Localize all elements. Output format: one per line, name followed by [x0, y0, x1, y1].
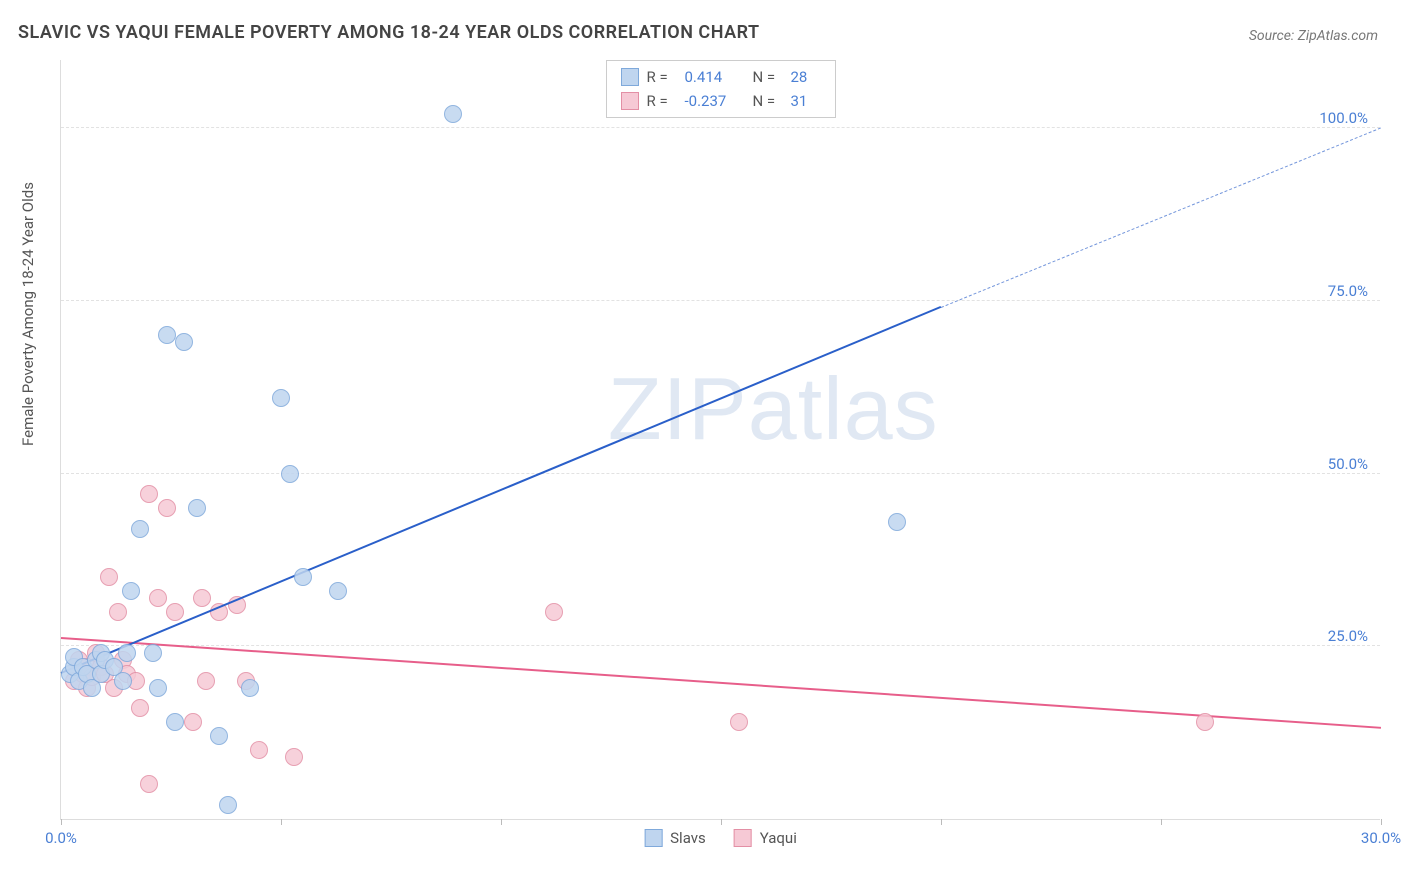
point-slavs: [158, 326, 176, 344]
point-yaqui: [285, 748, 303, 766]
point-slavs: [131, 520, 149, 538]
point-slavs: [444, 105, 462, 123]
point-slavs: [149, 679, 167, 697]
gridline-h: [61, 473, 1380, 474]
point-yaqui: [250, 741, 268, 759]
point-slavs: [241, 679, 259, 697]
x-tick: [61, 819, 62, 825]
source-attribution: Source: ZipAtlas.com: [1249, 28, 1378, 44]
legend-n-label: N =: [753, 89, 783, 113]
point-slavs: [210, 727, 228, 745]
series-legend: Slavs Yaqui: [644, 829, 797, 847]
point-slavs: [144, 644, 162, 662]
trendline: [61, 306, 942, 674]
legend-r-label: R =: [647, 89, 677, 113]
point-slavs: [294, 568, 312, 586]
x-tick: [501, 819, 502, 825]
x-tick: [1381, 819, 1382, 825]
legend-item-yaqui: Yaqui: [734, 829, 797, 847]
point-yaqui: [140, 485, 158, 503]
point-yaqui: [197, 672, 215, 690]
point-slavs: [122, 582, 140, 600]
point-yaqui: [109, 603, 127, 621]
point-yaqui: [1196, 713, 1214, 731]
x-tick: [941, 819, 942, 825]
x-tick: [281, 819, 282, 825]
gridline-h: [61, 645, 1380, 646]
point-yaqui: [730, 713, 748, 731]
legend-r-slavs: 0.414: [685, 65, 745, 89]
point-slavs: [219, 796, 237, 814]
legend-row-slavs: R = 0.414 N = 28: [621, 65, 821, 89]
legend-label-slavs: Slavs: [670, 829, 706, 847]
legend-n-yaqui: 31: [791, 89, 821, 113]
swatch-yaqui: [734, 829, 752, 847]
point-yaqui: [166, 603, 184, 621]
point-yaqui: [131, 699, 149, 717]
swatch-slavs: [644, 829, 662, 847]
point-slavs: [272, 389, 290, 407]
point-slavs: [888, 513, 906, 531]
watermark-strong: ZIP: [608, 359, 748, 458]
legend-r-yaqui: -0.237: [685, 89, 745, 113]
legend-r-label: R =: [647, 65, 677, 89]
trendline: [61, 637, 1381, 729]
legend-label-yaqui: Yaqui: [760, 829, 797, 847]
trendline-extrapolated: [941, 127, 1381, 308]
x-tick: [1161, 819, 1162, 825]
legend-n-label: N =: [753, 65, 783, 89]
scatter-plot-area: ZIPatlas R = 0.414 N = 28 R = -0.237 N =…: [60, 60, 1380, 820]
point-yaqui: [193, 589, 211, 607]
point-yaqui: [149, 589, 167, 607]
point-slavs: [118, 644, 136, 662]
y-tick-label: 75.0%: [1328, 282, 1368, 300]
point-yaqui: [158, 499, 176, 517]
swatch-slavs: [621, 68, 639, 86]
point-yaqui: [184, 713, 202, 731]
x-tick-label: 30.0%: [1361, 829, 1401, 847]
swatch-yaqui: [621, 92, 639, 110]
x-tick: [721, 819, 722, 825]
x-tick-label: 0.0%: [45, 829, 77, 847]
point-slavs: [188, 499, 206, 517]
gridline-h: [61, 300, 1380, 301]
point-slavs: [166, 713, 184, 731]
point-yaqui: [140, 775, 158, 793]
correlation-legend: R = 0.414 N = 28 R = -0.237 N = 31: [606, 60, 836, 118]
legend-row-yaqui: R = -0.237 N = 31: [621, 89, 821, 113]
point-yaqui: [100, 568, 118, 586]
legend-n-slavs: 28: [791, 65, 821, 89]
point-slavs: [329, 582, 347, 600]
point-yaqui: [545, 603, 563, 621]
y-axis-label: Female Poverty Among 18-24 Year Olds: [19, 182, 37, 446]
chart-title: SLAVIC VS YAQUI FEMALE POVERTY AMONG 18-…: [18, 22, 760, 43]
point-slavs: [175, 333, 193, 351]
legend-item-slavs: Slavs: [644, 829, 706, 847]
y-tick-label: 25.0%: [1328, 627, 1368, 645]
gridline-h: [61, 127, 1380, 128]
y-tick-label: 100.0%: [1319, 109, 1368, 127]
watermark: ZIPatlas: [608, 358, 939, 460]
point-slavs: [281, 465, 299, 483]
point-slavs: [114, 672, 132, 690]
y-tick-label: 50.0%: [1328, 455, 1368, 473]
